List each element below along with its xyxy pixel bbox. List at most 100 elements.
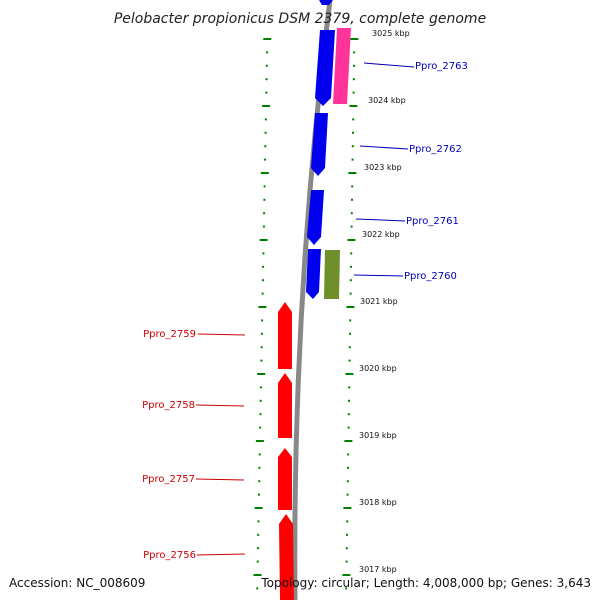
tick-minor [260,359,263,362]
tick-minor [265,78,268,81]
leader-ppro-2762 [359,145,409,150]
gene-label-ppro-2762[interactable]: Ppro_2762 [409,144,462,155]
tick-minor [263,185,266,188]
leader-ppro-2758 [195,404,245,407]
tick-minor [264,131,267,134]
tick-major [254,507,263,509]
tick-minor [347,426,350,429]
tick-minor [345,560,348,563]
tick-major [253,574,262,576]
gene-label-ppro-2756[interactable]: Ppro_2756 [143,550,196,561]
gene-ppro-2758[interactable] [278,373,292,438]
tick-minor [347,466,349,469]
tick-minor [346,480,349,483]
leader-ppro-2761 [355,218,406,222]
tick-minor [257,520,260,523]
tick-minor [258,466,261,469]
tick-major [345,373,354,375]
gene-ppro-2763-top[interactable] [319,0,333,5]
tick-minor [262,252,265,255]
tick-minor [257,533,260,536]
genome-summary-text: Topology: circular; Length: 4,008,000 bp… [260,576,591,590]
tick-major [342,574,351,576]
kbp-label: 3021 kbp [360,297,398,306]
tick-minor [256,587,259,590]
tick-minor [259,413,262,416]
gene-label-ppro-2758[interactable]: Ppro_2758 [142,400,195,411]
gene-label-ppro-2757[interactable]: Ppro_2757 [142,474,195,485]
kbp-label: 3019 kbp [359,431,397,440]
tick-minor [256,560,259,563]
tick-major [348,172,357,174]
tick-minor [352,118,355,121]
tick-minor [264,158,267,161]
tick-minor [349,319,352,322]
tick-minor [348,346,351,349]
gene-ppro-2762[interactable] [311,113,328,176]
kbp-label: 3025 kbp [372,29,410,38]
gene-ppro-2760[interactable] [324,250,340,299]
tick-minor [264,118,267,121]
tick-major [263,38,272,40]
gene-ppro-2760a[interactable] [306,249,321,299]
tick-minor [351,158,354,161]
gene-ppro-2757[interactable] [278,448,292,510]
leader-ppro-2763 [363,62,415,68]
tick-major [343,507,352,509]
tick-major [258,306,267,308]
tick-minor [258,493,260,496]
gene-ppro-2763[interactable] [315,30,335,106]
tick-minor [345,547,348,550]
gene-label-ppro-2761[interactable]: Ppro_2761 [406,216,459,227]
tick-minor [261,292,264,295]
tick-minor [350,252,353,255]
kbp-label: 3022 kbp [362,230,400,239]
tick-major [262,105,271,107]
gene-label-ppro-2759[interactable]: Ppro_2759 [143,329,196,340]
tick-minor [350,225,353,228]
tick-minor [349,279,352,282]
tick-major [347,239,356,241]
tick-minor [260,346,263,349]
leader-ppro-2757 [195,478,245,481]
tick-minor [263,198,266,201]
tick-minor [350,265,352,268]
kbp-label: 3020 kbp [359,364,397,373]
gene-ppro-2756[interactable] [279,514,294,600]
gene-ppro-2761[interactable] [307,190,324,245]
tick-minor [351,145,354,148]
tick-minor [352,91,355,94]
tick-minor [260,332,263,335]
gene-ppro-2763-rna[interactable] [333,28,351,104]
kbp-label: 3018 kbp [359,498,397,507]
tick-minor [352,78,355,81]
tick-minor [258,480,261,483]
tick-major [255,440,264,442]
tick-minor [348,359,351,362]
tick-minor [261,319,264,322]
leader-ppro-2759 [197,333,246,336]
tick-major [257,373,266,375]
tick-major [349,105,358,107]
tick-minor [347,413,350,416]
gene-label-ppro-2760[interactable]: Ppro_2760 [404,271,457,282]
tick-minor [348,399,350,402]
tick-minor [263,212,266,215]
tick-minor [266,51,269,54]
tick-minor [259,386,262,389]
tick-minor [264,145,267,148]
tick-minor [351,185,354,188]
tick-minor [352,131,354,134]
tick-minor [259,426,262,429]
tick-major [344,440,353,442]
tick-minor [257,547,259,550]
gene-label-ppro-2763[interactable]: Ppro_2763 [415,61,468,72]
kbp-label: 3024 kbp [368,96,406,105]
tick-minor [261,279,264,282]
tick-major [350,38,359,40]
tick-minor [347,453,350,456]
gene-ppro-2759[interactable] [278,302,292,369]
kbp-label: 3017 kbp [359,565,397,574]
leader-ppro-2756 [196,553,246,556]
tick-minor [350,212,353,215]
